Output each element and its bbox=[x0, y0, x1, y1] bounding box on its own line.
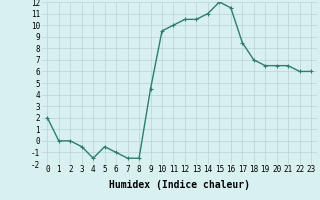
X-axis label: Humidex (Indice chaleur): Humidex (Indice chaleur) bbox=[109, 180, 250, 190]
